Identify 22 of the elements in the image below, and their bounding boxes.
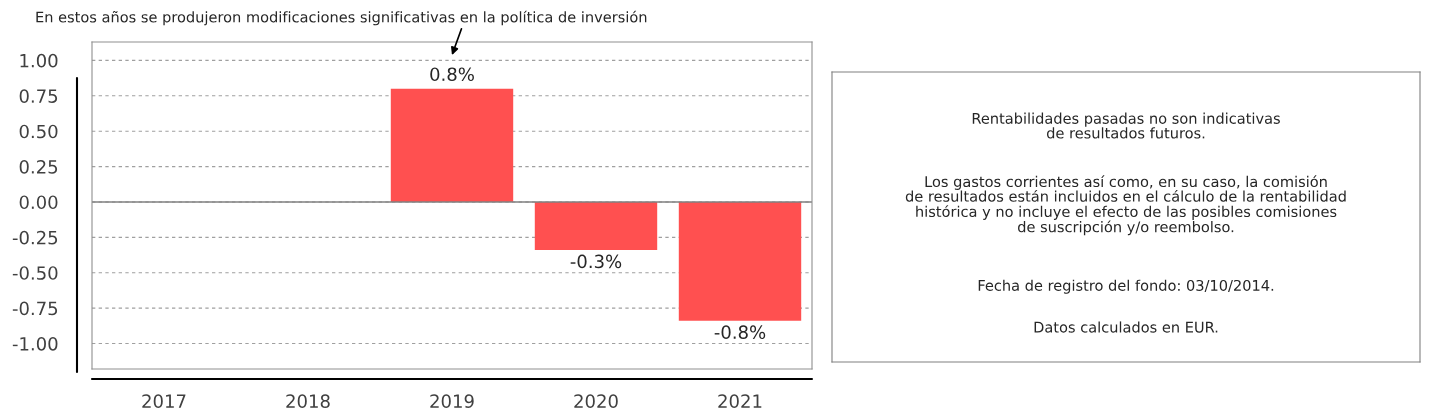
y-tick-label: 0.75: [19, 89, 58, 103]
y-tick-label: 1.00: [20, 53, 58, 68]
x-tick-label: 2021: [718, 394, 762, 408]
data-label: 0.8%: [430, 67, 474, 82]
y-tick-label: -1.00: [12, 336, 58, 351]
x-tick-label: 2018: [286, 394, 330, 408]
x-tick-label: 2017: [142, 394, 186, 408]
y-tick-label: -0.75: [12, 301, 58, 316]
text: En estos años se produjeron modificaciones significativas en la política de inversión: [36, 10, 647, 26]
y-tick-label: -0.50: [12, 266, 58, 280]
y-tick-label: 0.25: [19, 160, 58, 174]
x-tick-label: 2020: [574, 394, 618, 408]
y-tick-label: -0.25: [12, 230, 58, 245]
text: Fecha de registro del fondo: 03/10/2014.: [978, 279, 1274, 294]
y-tick-label: 0.00: [19, 195, 58, 210]
y-tick-label: 0.50: [19, 124, 58, 139]
text: Los gastos corrientes así como, en su caso, la comisión de resultados están incluidos en el cálculo de la rentabilidad histórica y no incluye el efecto de las posibles comisiones de suscripción y/o reembolso.: [905, 175, 1346, 236]
text: Rentabilidades pasadas no son indicativas de resultados futuros.: [972, 112, 1280, 139]
data-label: -0.8%: [714, 325, 766, 340]
x-tick-label: 2019: [430, 394, 474, 408]
text: Datos calculados en EUR.: [1034, 321, 1218, 333]
data-label: -0.3%: [570, 254, 622, 269]
